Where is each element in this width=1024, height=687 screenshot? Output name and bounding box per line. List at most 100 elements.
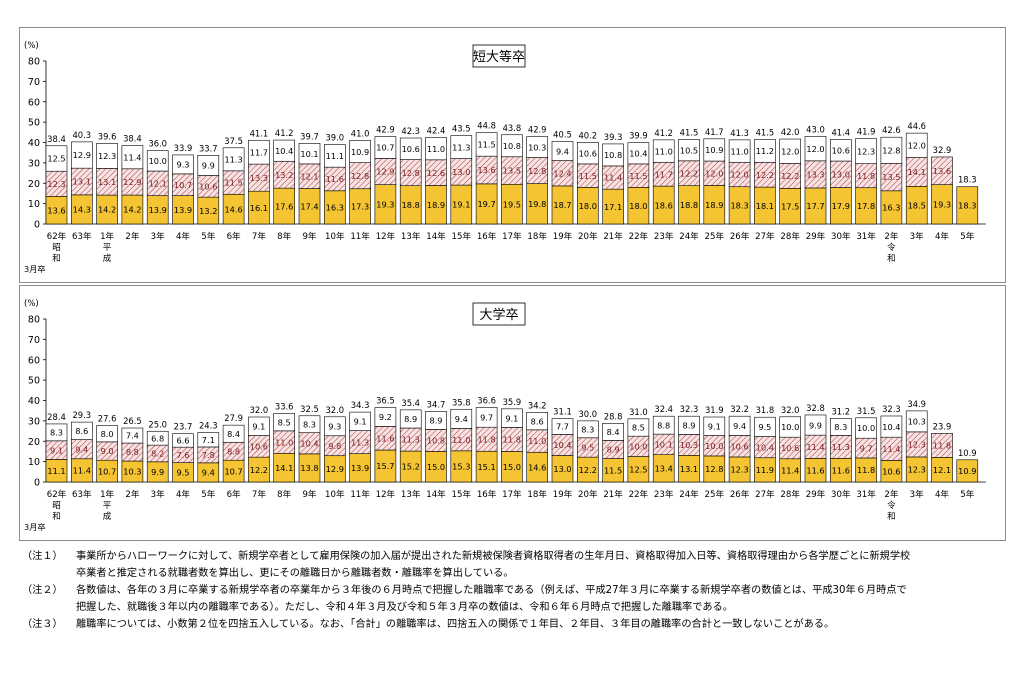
data-label: 11.5 xyxy=(604,465,622,475)
data-label: 9.7 xyxy=(480,413,493,423)
data-label: 10.6 xyxy=(250,442,268,452)
total-label: 42.0 xyxy=(781,127,800,137)
x-axis-suffix-label: 3月卒 xyxy=(24,264,46,274)
bar-segment-year3 xyxy=(450,408,473,429)
data-label: 19.7 xyxy=(477,199,495,209)
x-tick-label: 2年 xyxy=(884,488,898,500)
data-label: 13.2 xyxy=(199,206,217,216)
y-tick-label: 20 xyxy=(28,179,40,190)
data-label: 11.6 xyxy=(806,465,824,475)
bar-segment-year3 xyxy=(70,141,93,169)
total-label: 23.9 xyxy=(933,421,952,431)
bar-segment-year3 xyxy=(804,414,827,436)
data-label: 18.5 xyxy=(908,200,926,210)
data-label: 10.4 xyxy=(629,148,647,158)
total-label: 41.7 xyxy=(705,127,724,137)
data-label: 12.5 xyxy=(47,154,65,164)
total-label: 38.4 xyxy=(123,134,142,144)
data-label: 11.8 xyxy=(857,171,875,181)
data-label: 10.4 xyxy=(756,442,774,452)
x-tick-label: 2年 xyxy=(884,230,898,242)
bar-segment-year3 xyxy=(551,141,574,161)
x-tick-label: 5年 xyxy=(201,230,215,242)
y-tick-label: 0 xyxy=(34,220,40,231)
footnote-label: （注１） xyxy=(22,551,63,562)
data-label: 14.6 xyxy=(528,462,546,472)
chart-junior-college: (%) 0 10 20 30 40 50 60 70 80 短大等卒 13.6 12.3 12.5 38.4… xyxy=(24,41,986,274)
x-tick-label: 62年 xyxy=(47,230,67,242)
total-label: 31.5 xyxy=(857,406,876,416)
x-tick-label: 12年 xyxy=(376,488,396,500)
x-tick-label: 5年 xyxy=(201,488,215,500)
bar-segment-year3 xyxy=(96,425,118,443)
bar-segment-year3 xyxy=(172,154,194,175)
bar-segment-year3 xyxy=(880,136,903,164)
data-label: 10.7 xyxy=(98,466,116,476)
data-label: 17.9 xyxy=(832,201,850,211)
total-label: 31.0 xyxy=(629,407,648,417)
x-tick-label: 9年 xyxy=(302,488,316,500)
total-label: 34.7 xyxy=(427,399,446,409)
data-label: 8.9 xyxy=(404,414,417,424)
total-label: 39.3 xyxy=(604,132,623,142)
total-label: 40.2 xyxy=(578,130,597,140)
data-label: 12.3 xyxy=(908,465,926,475)
data-label: 14.2 xyxy=(98,205,116,215)
data-label: 10.4 xyxy=(882,422,900,432)
total-label: 31.2 xyxy=(831,406,850,416)
data-label: 14.3 xyxy=(73,205,91,215)
x-tick-label: 12年 xyxy=(376,230,396,242)
total-label: 33.6 xyxy=(275,402,294,412)
data-label: 14.1 xyxy=(275,463,293,473)
bar-segment-year3 xyxy=(298,415,321,433)
total-label: 42.9 xyxy=(376,125,395,135)
bar-segment-year2 xyxy=(931,156,953,185)
y-tick-label: 80 xyxy=(28,315,40,326)
y-tick-label: 60 xyxy=(28,97,40,108)
data-label: 8.3 xyxy=(50,428,63,438)
data-label: 12.5 xyxy=(629,464,647,474)
x-tick-label: 6年 xyxy=(227,230,241,242)
data-label: 9.8 xyxy=(328,441,341,451)
x-tick-label: 3年 xyxy=(151,488,165,500)
y-tick-label: 40 xyxy=(28,138,40,149)
y-tick-label: 70 xyxy=(28,77,40,88)
data-label: 12.0 xyxy=(806,144,824,154)
bar-segment-year3 xyxy=(526,412,549,431)
data-label: 15.0 xyxy=(503,462,521,472)
data-label: 11.8 xyxy=(477,434,495,444)
bar-segment-year3 xyxy=(855,138,877,164)
x-tick-label: 22年 xyxy=(629,230,649,242)
bar-segment-year3 xyxy=(222,424,245,443)
data-label: 7.1 xyxy=(202,435,215,445)
x-tick-label: 1年 xyxy=(100,488,114,500)
data-label: 12.6 xyxy=(427,168,445,178)
data-label: 11.1 xyxy=(47,466,65,476)
data-label: 9.1 xyxy=(708,421,721,431)
data-label: 12.4 xyxy=(553,168,571,178)
total-label: 32.2 xyxy=(730,404,749,414)
data-label: 17.4 xyxy=(300,201,318,211)
total-label: 41.5 xyxy=(680,127,699,137)
y-axis-label: (%) xyxy=(24,41,39,51)
footnote-2: （注２） 各数値は、各年の３月に卒業する新規学卒者の卒業年から３年後の６月時点で把… xyxy=(22,582,1007,616)
total-label: 18.3 xyxy=(958,175,977,185)
bar-segment-year3 xyxy=(678,139,700,162)
data-label: 16.1 xyxy=(250,203,268,213)
bar-segment-year3 xyxy=(425,137,447,161)
data-label: 11.6 xyxy=(326,174,344,184)
data-label: 10.0 xyxy=(629,442,647,452)
total-label: 28.8 xyxy=(604,411,623,421)
data-label: 14.1 xyxy=(908,167,926,177)
total-label: 35.4 xyxy=(401,398,420,408)
data-label: 13.3 xyxy=(806,170,824,180)
footnote-text: 各数値は、各年の３月に卒業する新規学卒者の卒業年から３年後の６月時点で把握した離… xyxy=(76,582,1007,616)
data-label: 13.9 xyxy=(174,205,192,215)
data-label: 7.4 xyxy=(126,431,139,441)
data-label: 12.3 xyxy=(730,465,748,475)
data-label: 18.0 xyxy=(629,201,647,211)
data-label: 19.3 xyxy=(376,200,394,210)
x-tick-label: 3年 xyxy=(151,230,165,242)
y-tick-label: 80 xyxy=(28,57,40,68)
bar-segment-year3 xyxy=(627,142,650,165)
